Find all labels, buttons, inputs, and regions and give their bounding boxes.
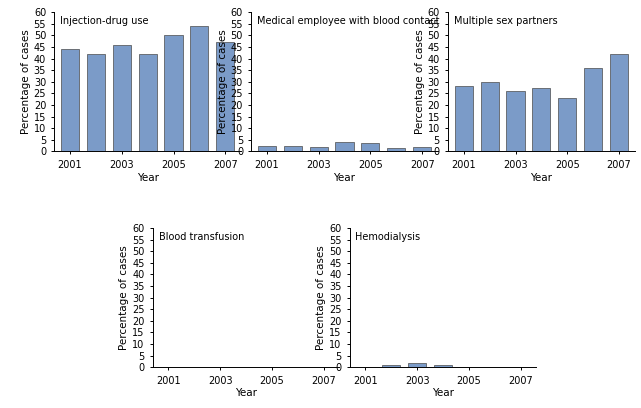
Bar: [533, 88, 551, 151]
Y-axis label: Percentage of cases: Percentage of cases: [119, 245, 129, 350]
Bar: [61, 49, 79, 151]
X-axis label: Year: Year: [235, 388, 257, 398]
Bar: [610, 54, 628, 151]
Bar: [284, 146, 302, 151]
Y-axis label: Percentage of cases: Percentage of cases: [415, 29, 424, 134]
X-axis label: Year: Year: [530, 173, 553, 182]
Bar: [258, 146, 276, 151]
Text: Injection-drug use: Injection-drug use: [60, 16, 149, 27]
Bar: [506, 91, 524, 151]
X-axis label: Year: Year: [432, 388, 454, 398]
Bar: [190, 26, 208, 151]
Y-axis label: Percentage of cases: Percentage of cases: [21, 29, 31, 134]
Bar: [138, 54, 156, 151]
Bar: [310, 147, 328, 151]
Text: Blood transfusion: Blood transfusion: [158, 232, 244, 242]
Bar: [434, 365, 452, 367]
Y-axis label: Percentage of cases: Percentage of cases: [316, 245, 326, 350]
Bar: [113, 45, 131, 151]
Bar: [382, 365, 400, 367]
Text: Hemodialysis: Hemodialysis: [355, 232, 420, 242]
X-axis label: Year: Year: [137, 173, 159, 182]
Bar: [481, 82, 499, 151]
Bar: [454, 86, 473, 151]
Bar: [362, 143, 379, 151]
Text: Multiple sex partners: Multiple sex partners: [454, 16, 558, 27]
Bar: [558, 98, 576, 151]
Bar: [165, 35, 183, 151]
Bar: [87, 54, 105, 151]
Bar: [408, 363, 426, 367]
Bar: [335, 142, 354, 151]
Bar: [387, 148, 405, 151]
Bar: [584, 68, 603, 151]
Text: Medical employee with blood contact: Medical employee with blood contact: [257, 16, 440, 27]
X-axis label: Year: Year: [333, 173, 356, 182]
Y-axis label: Percentage of cases: Percentage of cases: [218, 29, 228, 134]
Bar: [413, 147, 431, 151]
Bar: [216, 42, 235, 151]
